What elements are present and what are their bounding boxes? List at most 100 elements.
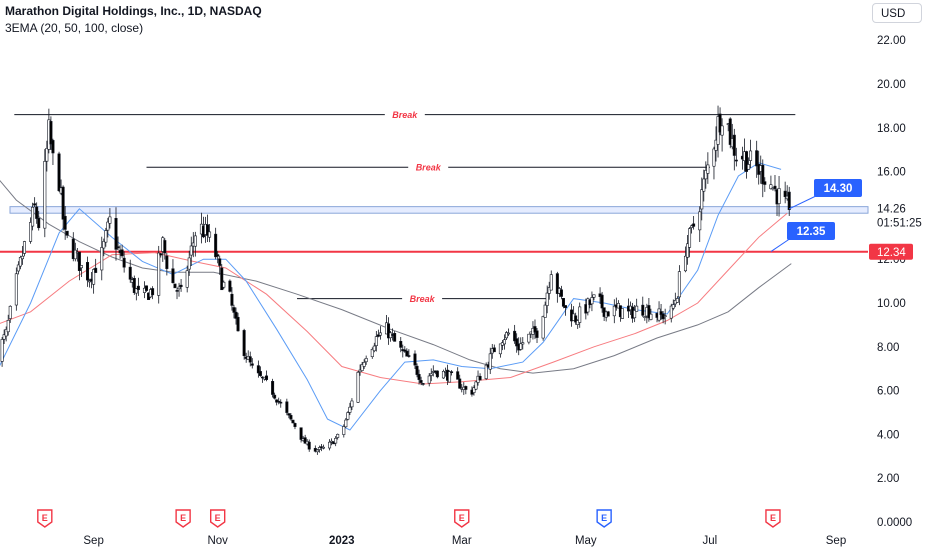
candle (163, 238, 167, 260)
candle (214, 227, 218, 260)
candle (57, 151, 61, 192)
currency-button[interactable]: USD (872, 3, 922, 23)
candle (77, 251, 81, 281)
candle (734, 147, 738, 167)
candle (745, 150, 749, 179)
candle (315, 449, 319, 455)
candle (521, 337, 525, 350)
earnings-letter: E (215, 513, 221, 523)
candle (669, 303, 673, 323)
candle (633, 304, 637, 323)
candle (350, 398, 354, 411)
candle (692, 216, 696, 230)
candle (393, 331, 397, 342)
candle (590, 291, 594, 312)
candle (407, 349, 411, 358)
price-label-text: 14.30 (824, 183, 853, 195)
candle (370, 347, 374, 359)
candle (641, 296, 645, 318)
candle (273, 392, 277, 400)
candle (321, 444, 325, 450)
candle (236, 312, 240, 332)
break-line[interactable]: Break (297, 294, 548, 304)
candle (677, 265, 681, 306)
earnings-letter: E (770, 513, 776, 523)
candle (535, 328, 539, 343)
candle (675, 296, 679, 303)
candle (419, 376, 423, 386)
current-price-tag: 14.26 (877, 204, 906, 216)
candle (102, 238, 106, 257)
candle (328, 439, 332, 451)
support-zone[interactable] (9, 206, 869, 214)
earnings-letter: E (459, 513, 465, 523)
candle (258, 366, 262, 377)
break-line[interactable]: Break (146, 163, 710, 173)
break-line[interactable]: Break (14, 110, 796, 120)
candle (208, 224, 212, 243)
candle (728, 117, 732, 149)
earnings-icon[interactable]: E (175, 509, 191, 528)
y-tick-label: 4.00 (877, 429, 899, 441)
candle (649, 308, 653, 321)
candle (14, 267, 18, 311)
candle (545, 285, 549, 314)
candle (448, 370, 452, 383)
candle (671, 299, 675, 311)
support-price-tag (869, 243, 913, 260)
candle (755, 140, 759, 178)
break-label: Break (416, 163, 442, 173)
candle (277, 397, 281, 405)
earnings-letter: E (601, 513, 607, 523)
candle (92, 268, 96, 294)
candle (228, 279, 232, 293)
candle (458, 374, 462, 389)
candle (100, 236, 104, 281)
earnings-icon[interactable]: E (596, 509, 612, 528)
candle (22, 240, 26, 257)
earnings-icon[interactable]: E (37, 509, 53, 528)
candle (364, 355, 368, 365)
candle (663, 308, 667, 325)
candle (415, 363, 419, 378)
candle (285, 398, 289, 416)
candle (492, 344, 496, 353)
earnings-icon[interactable]: E (209, 509, 226, 528)
candle (456, 367, 460, 380)
price-label[interactable]: 14.30 (789, 179, 862, 210)
candle (405, 348, 409, 357)
earnings-icon[interactable]: E (454, 509, 470, 528)
candle (31, 202, 35, 231)
candle (234, 307, 238, 325)
candle (464, 385, 468, 395)
candle (336, 433, 340, 440)
candle (688, 227, 692, 258)
candle (773, 174, 777, 192)
candle (498, 343, 502, 358)
candle (73, 242, 77, 262)
candle (20, 246, 24, 265)
earnings-letter: E (42, 513, 48, 523)
y-tick-label: 20.00 (877, 79, 906, 91)
ema100-line[interactable] (0, 176, 792, 374)
ema20-line[interactable] (0, 162, 782, 431)
candle (620, 308, 624, 319)
candle (417, 369, 421, 385)
candle (128, 259, 132, 283)
candle (248, 351, 252, 367)
x-tick-label: Jul (703, 535, 718, 547)
indicator-legend[interactable]: 3EMA (20, 50, 100, close) (5, 21, 144, 35)
candle (45, 140, 49, 172)
candle (342, 424, 346, 438)
candle (561, 297, 565, 309)
candle (389, 331, 393, 342)
candle (527, 333, 531, 345)
earnings-icon[interactable]: E (765, 509, 781, 528)
price-label[interactable]: 12.35 (770, 222, 835, 252)
candle (189, 236, 193, 266)
candle (120, 244, 124, 258)
candle (704, 161, 708, 189)
x-tick-label: Sep (83, 535, 103, 547)
candle (317, 445, 321, 453)
